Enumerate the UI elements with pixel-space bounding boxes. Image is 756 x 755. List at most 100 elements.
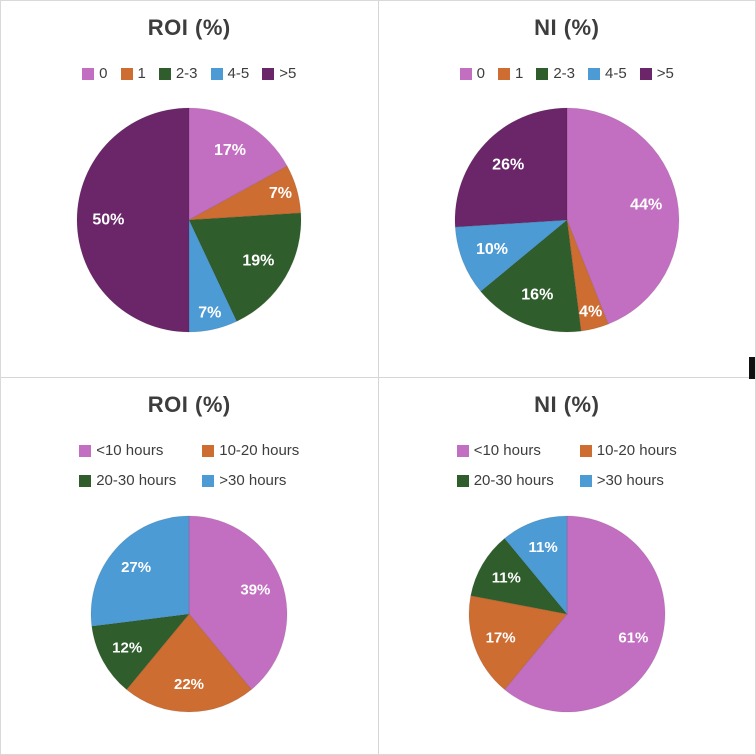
legend-item: 10-20 hours: [202, 442, 299, 459]
legend-swatch: [456, 444, 469, 457]
legend-item: >5: [639, 65, 674, 82]
legend-label: >30 hours: [219, 472, 287, 489]
chart-legend: 0 1 2-3 4-5 >5: [459, 65, 674, 82]
slice-label: 22%: [174, 676, 204, 693]
legend-swatch: [639, 67, 652, 80]
legend-item: <10 hours: [79, 442, 163, 459]
legend-swatch: [579, 474, 592, 487]
legend-item: 20-30 hours: [456, 472, 554, 489]
pie-chart: 44% 4% 16% 10% 26%: [445, 98, 689, 342]
pie-chart: 39% 22% 12% 27%: [86, 511, 292, 717]
slice-label: 61%: [618, 629, 648, 646]
legend-label: 10-20 hours: [219, 442, 300, 459]
legend-swatch: [202, 474, 215, 487]
pie-slice: [454, 107, 568, 228]
pie-slice: [76, 107, 190, 333]
legend-label: >5: [279, 65, 297, 82]
slice-label: 19%: [243, 253, 275, 270]
slice-label: 12%: [112, 640, 142, 657]
slice-label: 17%: [485, 629, 515, 646]
legend-item: <10 hours: [456, 442, 541, 459]
pie-slice: [188, 107, 289, 221]
legend-item: 4-5: [588, 65, 627, 82]
pie-svg: 17% 7% 19% 7% 50%: [76, 107, 302, 333]
slice-label: 11%: [491, 570, 520, 587]
pie-slice: [189, 165, 302, 221]
legend-swatch: [82, 67, 95, 80]
legend-label: >5: [656, 65, 674, 82]
legend-item: >30 hours: [579, 472, 664, 489]
pie-slice: [188, 212, 302, 323]
panel-roi-hours: ROI (%) <10 hours 10-20 hours 20-30 hours >…: [1, 378, 378, 754]
legend-label: 20-30 hours: [96, 472, 177, 489]
slice-label: 44%: [630, 196, 662, 213]
slice-label: 7%: [269, 185, 292, 202]
legend-label: 0: [476, 65, 485, 82]
pie-slice: [503, 515, 568, 616]
chart-title: NI (%): [534, 392, 600, 417]
legend-label: >30 hours: [596, 472, 664, 489]
legend-swatch: [158, 67, 171, 80]
slice-label: 16%: [521, 287, 553, 304]
legend-label: 0: [99, 65, 108, 82]
legend-item: 20-30 hours: [79, 472, 176, 489]
legend-label: 4-5: [227, 65, 250, 82]
screen-edge-artifact: [749, 357, 755, 379]
pie-svg: 61% 17% 11% 11%: [468, 515, 666, 713]
legend-swatch: [579, 444, 592, 457]
chart-legend: 0 1 2-3 4-5 >5: [82, 65, 296, 82]
pie-slice: [566, 219, 609, 332]
pie-slice: [188, 515, 288, 691]
pie-chart: 17% 7% 19% 7% 50%: [67, 98, 311, 342]
legend-label: 1: [515, 65, 524, 82]
slice-label: 11%: [528, 539, 557, 556]
legend-label: <10 hours: [473, 442, 541, 459]
pie-slice: [503, 515, 666, 713]
legend-item: >30 hours: [202, 472, 286, 489]
pie-svg: 39% 22% 12% 27%: [90, 515, 288, 713]
panel-ni-hours: NI (%) <10 hours 10-20 hours 20-30 hours >3…: [378, 378, 755, 754]
legend-label: <10 hours: [96, 442, 164, 459]
legend-item: 1: [120, 65, 146, 82]
legend-item: >5: [262, 65, 296, 82]
legend-label: 10-20 hours: [596, 442, 677, 459]
slice-label: 17%: [214, 142, 246, 159]
panel-roi-rating: ROI (%) 0 1 2-3 4-5 >5 17% 7% 19% 7% 50%: [1, 1, 378, 377]
pie-slice: [469, 537, 569, 615]
slice-label: 10%: [476, 241, 508, 258]
legend-item: 0: [459, 65, 485, 82]
pie-slice: [468, 595, 568, 691]
legend-swatch: [210, 67, 223, 80]
pie-slice: [91, 613, 191, 691]
legend-item: 2-3: [536, 65, 575, 82]
legend-swatch: [79, 474, 92, 487]
slice-label: 39%: [241, 582, 271, 599]
slice-label: 7%: [198, 304, 221, 321]
panel-ni-rating: NI (%) 0 1 2-3 4-5 >5 44% 4% 16% 10% 26%: [378, 1, 755, 377]
legend-swatch: [120, 67, 133, 80]
legend-swatch: [262, 67, 275, 80]
legend-item: 0: [82, 65, 108, 82]
legend-swatch: [456, 474, 469, 487]
pie-svg: 44% 4% 16% 10% 26%: [454, 107, 680, 333]
slice-label: 27%: [121, 559, 151, 576]
pie-slice: [90, 515, 190, 627]
legend-item: 10-20 hours: [579, 442, 677, 459]
pie-slice: [479, 219, 582, 333]
legend-label: 4-5: [605, 65, 627, 82]
legend-label: 20-30 hours: [473, 472, 554, 489]
legend-label: 2-3: [175, 65, 198, 82]
chart-legend: <10 hours 10-20 hours 20-30 hours >30 hours: [456, 442, 677, 489]
legend-item: 4-5: [210, 65, 250, 82]
slice-label: 50%: [93, 212, 125, 229]
pie-slice: [566, 107, 680, 325]
legend-swatch: [536, 67, 549, 80]
legend-label: 2-3: [553, 65, 576, 82]
chart-legend: <10 hours 10-20 hours 20-30 hours >30 hours: [79, 442, 299, 489]
legend-swatch: [498, 67, 510, 80]
pie-slice: [454, 219, 569, 293]
legend-swatch: [588, 67, 601, 80]
pie-chart: 61% 17% 11% 11%: [464, 511, 670, 717]
legend-item: 2-3: [158, 65, 198, 82]
